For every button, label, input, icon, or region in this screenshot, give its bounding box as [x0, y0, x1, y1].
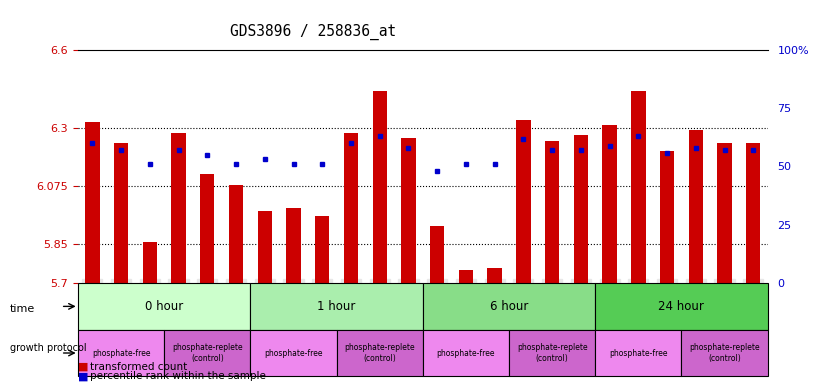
Bar	[689, 130, 703, 283]
Text: ■: ■	[78, 362, 89, 372]
Bar	[595, 330, 681, 376]
Bar	[545, 141, 559, 283]
Bar	[78, 283, 250, 330]
Bar	[603, 125, 617, 283]
Bar	[660, 151, 674, 283]
Bar	[164, 330, 250, 376]
Text: 1 hour: 1 hour	[318, 300, 355, 313]
Bar	[430, 226, 444, 283]
Text: phosphate-replete
(control): phosphate-replete (control)	[344, 343, 415, 363]
Text: phosphate-free: phosphate-free	[92, 349, 150, 358]
Bar	[85, 122, 99, 283]
Text: phosphate-replete
(control): phosphate-replete (control)	[689, 343, 760, 363]
Text: percentile rank within the sample: percentile rank within the sample	[90, 371, 266, 381]
Bar	[337, 330, 423, 376]
Text: 0 hour: 0 hour	[145, 300, 183, 313]
Bar	[516, 120, 530, 283]
Text: 6 hour: 6 hour	[490, 300, 528, 313]
Bar	[315, 216, 329, 283]
Bar	[509, 330, 595, 376]
Text: time: time	[10, 304, 35, 314]
Bar	[401, 138, 415, 283]
Bar	[423, 330, 509, 376]
Bar	[746, 143, 760, 283]
Bar	[287, 208, 300, 283]
Text: GDS3896 / 258836_at: GDS3896 / 258836_at	[230, 24, 396, 40]
Bar	[172, 133, 186, 283]
Text: ■: ■	[78, 371, 89, 381]
Bar	[250, 330, 337, 376]
Text: phosphate-free: phosphate-free	[609, 349, 667, 358]
Bar	[373, 91, 387, 283]
Bar	[143, 242, 157, 283]
Bar	[250, 283, 423, 330]
Bar	[258, 210, 272, 283]
Bar	[459, 270, 473, 283]
Text: growth protocol: growth protocol	[10, 343, 86, 353]
Text: phosphate-free: phosphate-free	[437, 349, 495, 358]
Bar	[574, 136, 588, 283]
Bar	[200, 174, 214, 283]
Bar	[595, 283, 768, 330]
Bar	[114, 143, 128, 283]
Text: phosphate-replete
(control): phosphate-replete (control)	[172, 343, 243, 363]
Text: phosphate-replete
(control): phosphate-replete (control)	[516, 343, 588, 363]
Bar	[229, 185, 243, 283]
Bar	[78, 330, 164, 376]
Text: phosphate-free: phosphate-free	[264, 349, 323, 358]
Bar	[631, 91, 645, 283]
Bar	[718, 143, 732, 283]
Bar	[488, 268, 502, 283]
Bar	[681, 330, 768, 376]
Text: transformed count: transformed count	[90, 362, 187, 372]
Bar	[423, 283, 595, 330]
Text: 24 hour: 24 hour	[658, 300, 704, 313]
Bar	[344, 133, 358, 283]
